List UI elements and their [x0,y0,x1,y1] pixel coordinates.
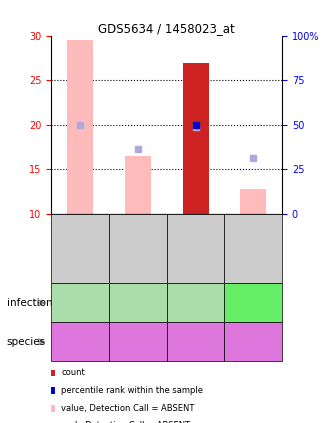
Bar [240,189,266,214]
Bar [182,63,209,214]
Title: GDS5634 / 1458023_at: GDS5634 / 1458023_at [98,22,235,35]
Text: value, Detection Call = ABSENT: value, Detection Call = ABSENT [61,404,195,413]
Text: control: control [241,300,265,306]
Text: Mycobacteri
um
smegmatis: Mycobacteri um smegmatis [174,293,217,313]
Text: rank, Detection Call = ABSENT: rank, Detection Call = ABSENT [61,421,190,423]
Text: GSM1111751: GSM1111751 [76,220,84,277]
Text: GSM1111753: GSM1111753 [191,220,200,277]
Text: Mycobacteri
um tubercul
osis H37ra: Mycobacteri um tubercul osis H37ra [116,293,159,313]
Text: non-pathog
enic: non-pathog enic [173,332,218,352]
Text: n/a: n/a [247,337,259,346]
Text: Mycobacteri
um bovis
BCG: Mycobacteri um bovis BCG [59,293,101,313]
Text: pathogenic: pathogenic [116,337,159,346]
Text: pathogenic: pathogenic [58,337,102,346]
Bar [67,41,93,214]
Bar [125,156,151,214]
Text: GSM1111750: GSM1111750 [249,220,258,277]
Text: percentile rank within the sample: percentile rank within the sample [61,386,203,395]
Text: count: count [61,368,85,377]
Text: species: species [7,337,46,347]
Text: infection: infection [7,298,52,308]
Text: GSM1111752: GSM1111752 [133,220,142,277]
